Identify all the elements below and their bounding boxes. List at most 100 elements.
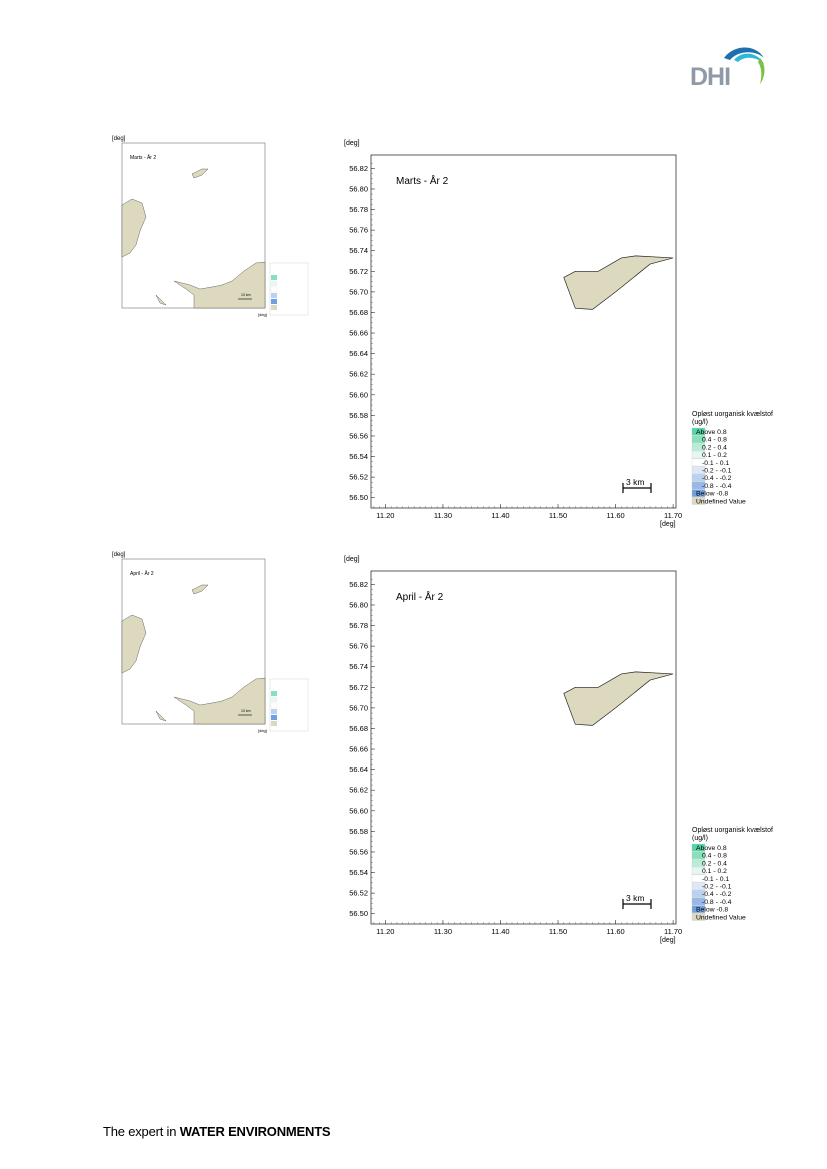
- footer-emphasis: WATER ENVIRONMENTS: [179, 1124, 331, 1139]
- y-tick-label: 56.62: [349, 786, 368, 795]
- legend-label: Above 0.8: [696, 845, 727, 852]
- y-tick-label: 56.68: [349, 724, 368, 733]
- y-tick-label: 56.82: [349, 580, 368, 589]
- legend-swatch: [691, 866, 706, 875]
- legend-label: 0.1 - 0.2: [702, 452, 727, 459]
- y-tick-label: 56.54: [349, 452, 368, 461]
- legend-unit: (ug/l): [692, 419, 708, 426]
- legend-label: -0.1 - 0.1: [702, 876, 729, 883]
- legend-swatch: [691, 458, 706, 467]
- thumbnail-map-april: [deg] April - År 2 10 km [deg]: [112, 552, 309, 733]
- y-tick-label: 56.78: [349, 205, 368, 214]
- y-axis-unit: [deg]: [344, 140, 360, 147]
- thumb-land-south: [173, 261, 266, 309]
- y-tick-label: 56.66: [349, 745, 368, 754]
- legend-label: -0.8 - -0.4: [702, 899, 732, 906]
- legend-label: 0.4 - 0.8: [702, 853, 727, 860]
- x-axis-unit: [deg]: [660, 521, 676, 528]
- legend-swatch: [691, 450, 706, 459]
- legend-unit: (ug/l): [692, 835, 708, 842]
- x-tick-label: 11.50: [549, 511, 567, 520]
- legend-label: Below -0.8: [696, 491, 728, 498]
- legend-label: Undefined Value: [696, 498, 746, 505]
- thumb-scale-label: 10 km: [241, 293, 251, 297]
- footer-prefix: The expert in: [103, 1124, 180, 1139]
- legend-label: Undefined Value: [696, 914, 746, 921]
- legend-swatch: [691, 897, 706, 906]
- x-tick-label: 11.70: [664, 511, 682, 520]
- legend-swatch: [691, 882, 706, 890]
- land-polygon: [563, 671, 674, 726]
- legend-swatch: [691, 427, 706, 436]
- y-tick-label: 56.80: [349, 600, 368, 609]
- map-title: April - År 2: [396, 590, 444, 603]
- scale-label: 3 km: [626, 477, 644, 487]
- legend-swatch: [691, 843, 706, 852]
- legend-swatch: [691, 913, 706, 921]
- y-tick-label: 56.50: [349, 909, 368, 918]
- legend-label: 0.4 - 0.8: [702, 437, 727, 444]
- legend-swatch: [691, 905, 706, 913]
- thumb-x-unit: [deg]: [258, 312, 267, 317]
- y-tick-label: 56.62: [349, 370, 368, 379]
- thumb-land-island: [191, 168, 209, 179]
- thumb-title: April - År 2: [130, 570, 154, 577]
- legend-label: Below -0.8: [696, 907, 728, 914]
- dhi-logo-text: DHI: [690, 63, 731, 91]
- thumb-land-island: [191, 584, 209, 595]
- y-tick-label: 56.74: [349, 246, 368, 255]
- map-frame: [370, 570, 677, 925]
- legend-swatch: [691, 474, 706, 482]
- thumb-x-unit: [deg]: [258, 728, 267, 733]
- thumb-title: Marts - År 2: [130, 154, 156, 161]
- x-tick-label: 11.60: [606, 511, 624, 520]
- x-tick-label: 11.70: [664, 927, 682, 936]
- y-tick-label: 56.58: [349, 827, 368, 836]
- thumb-scale-label: 10 km: [241, 709, 251, 713]
- legend-swatch: [691, 489, 706, 497]
- thumb-land-south: [173, 677, 266, 725]
- legend-swatch: [691, 874, 706, 883]
- legend-label: -0.1 - 0.1: [702, 460, 729, 467]
- legend-swatch: [691, 890, 706, 898]
- x-tick-label: 11.20: [376, 511, 394, 520]
- land-polygon: [563, 255, 674, 310]
- legend-label: 0.2 - 0.4: [702, 444, 727, 451]
- main-map-april: [deg] 56.82 56.80 56.78 56.76 56.74 56.72 56.70…: [344, 556, 773, 944]
- main-map-marts: [deg] 56.82 56.80 56.78 56.76 56.74 56.72 56.70…: [344, 140, 773, 528]
- thumb-land-islet: [155, 294, 167, 306]
- x-tick-label: 11.40: [491, 511, 509, 520]
- dhi-logo: DHI: [690, 44, 770, 91]
- legend-title: Opløst uorganisk kvælstof: [692, 411, 773, 418]
- x-tick-label: 11.30: [434, 927, 452, 936]
- x-tick-label: 11.50: [549, 927, 567, 936]
- footer-tagline: The expert in WATER ENVIRONMENTS: [103, 1124, 331, 1139]
- legend-swatch: [691, 497, 706, 505]
- legend-label: -0.2 - -0.1: [702, 468, 732, 475]
- y-tick-label: 56.76: [349, 226, 368, 235]
- map-frame: [370, 154, 677, 509]
- x-axis-unit: [deg]: [660, 937, 676, 944]
- legend-label: -0.8 - -0.4: [702, 483, 732, 490]
- legend-swatch: [691, 859, 706, 867]
- y-tick-label: 56.70: [349, 287, 368, 296]
- x-tick-label: 11.30: [434, 511, 452, 520]
- y-tick-label: 56.66: [349, 329, 368, 338]
- x-tick-label: 11.20: [376, 927, 394, 936]
- legend-swatch: [691, 435, 706, 444]
- x-tick-label: 11.40: [491, 927, 509, 936]
- scale-label: 3 km: [626, 893, 644, 903]
- y-tick-label: 56.50: [349, 493, 368, 502]
- x-tick-label: 11.60: [606, 927, 624, 936]
- thumb-land-west: [121, 614, 147, 674]
- legend-swatch: [691, 481, 706, 490]
- legend-label: -0.4 - -0.2: [702, 475, 732, 482]
- y-tick-label: 56.74: [349, 662, 368, 671]
- legend-swatch: [691, 466, 706, 474]
- y-tick-label: 56.60: [349, 390, 368, 399]
- y-tick-label: 56.76: [349, 642, 368, 651]
- y-tick-label: 56.72: [349, 683, 368, 692]
- thumb-y-unit: [deg]: [112, 136, 126, 142]
- y-tick-label: 56.68: [349, 308, 368, 317]
- map-title: Marts - År 2: [396, 174, 449, 187]
